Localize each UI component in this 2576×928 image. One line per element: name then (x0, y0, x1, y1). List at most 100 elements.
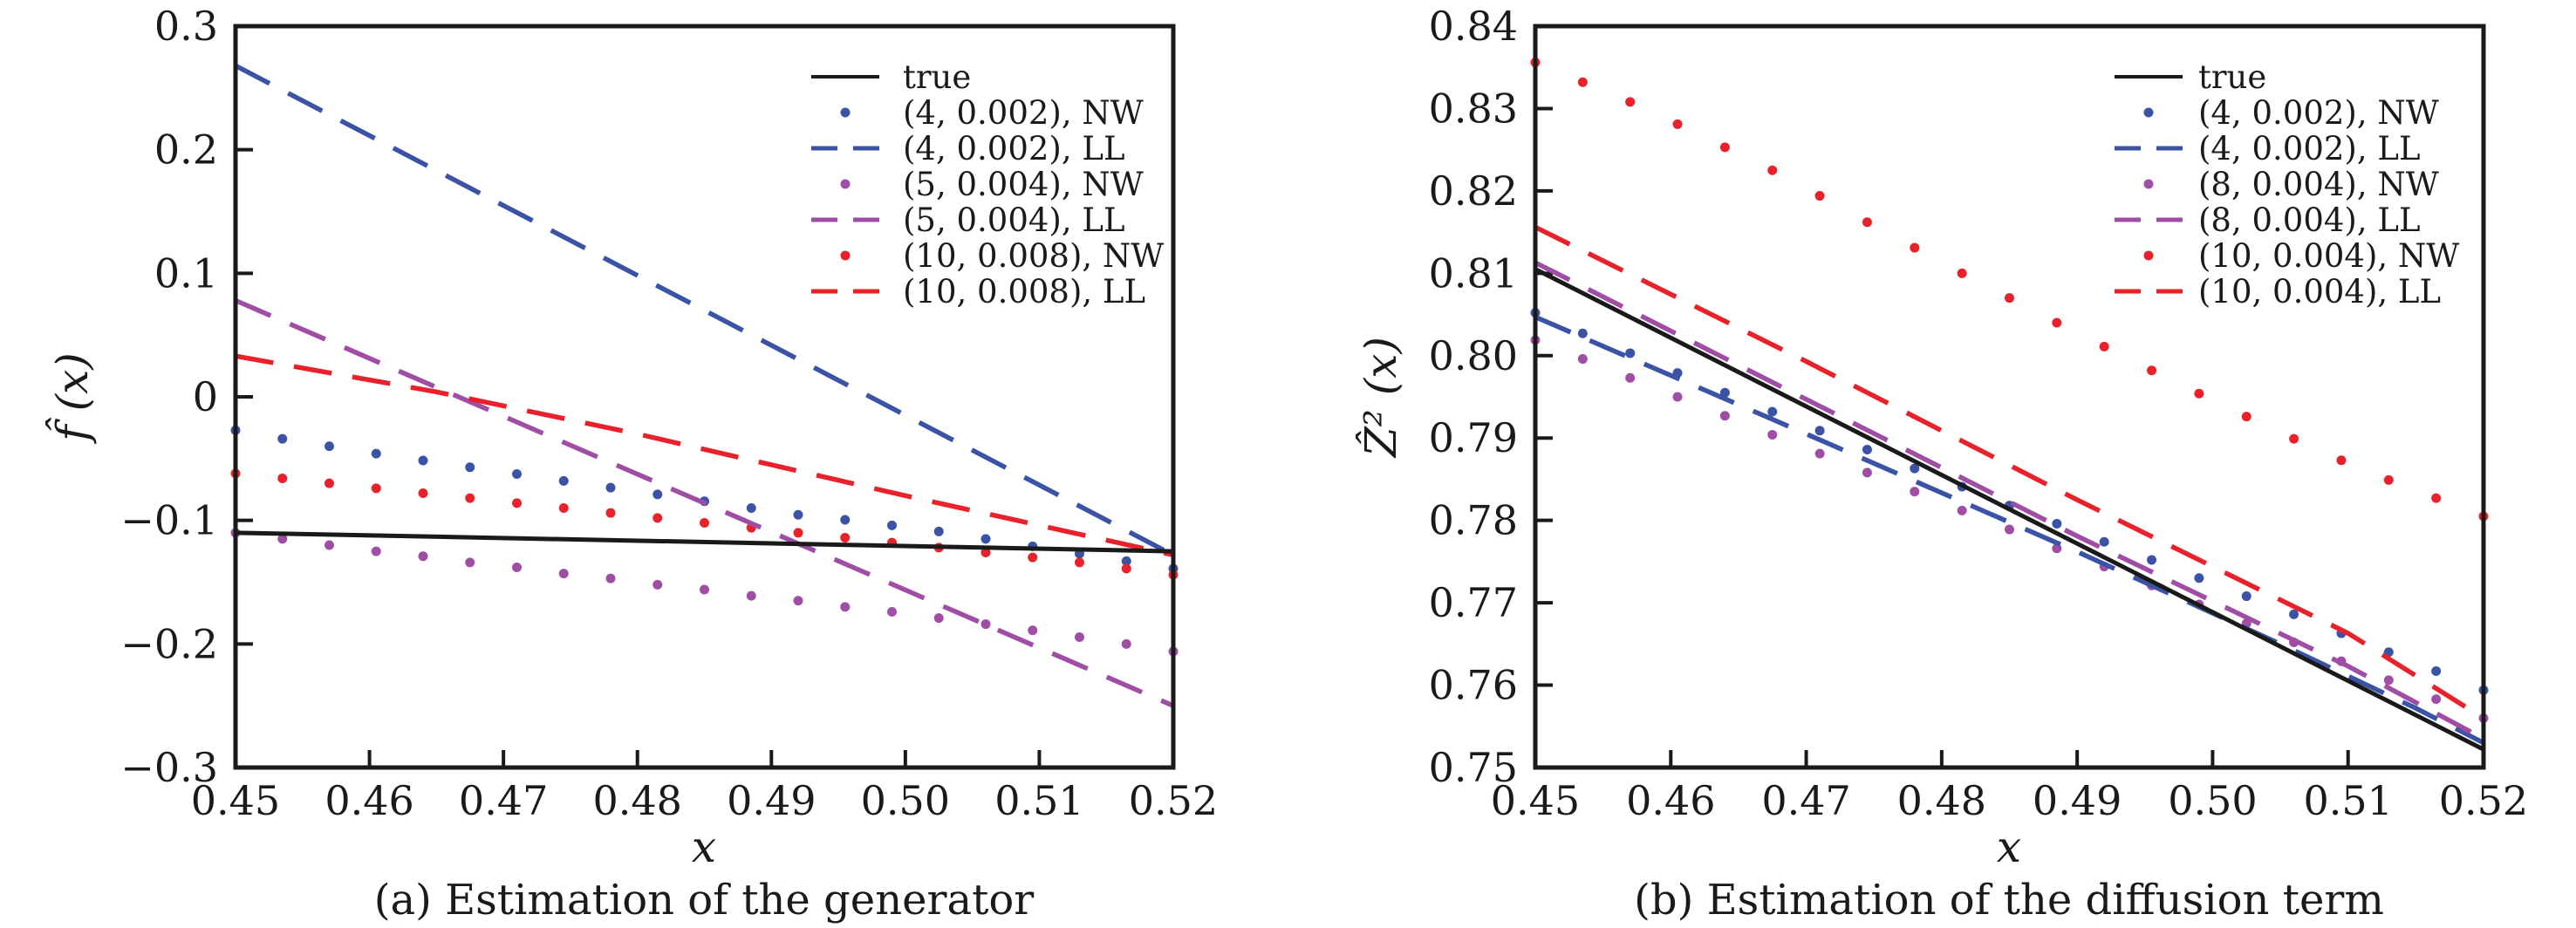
legend-label: (4, 0.002), NW (903, 94, 1144, 132)
data-point (1121, 638, 1131, 649)
data-point (746, 590, 756, 601)
data-point (1767, 406, 1778, 417)
data-point (981, 534, 991, 544)
y-tick-label: 0.2 (154, 126, 218, 174)
y-tick-label: 0.82 (1429, 167, 1518, 215)
data-point (1719, 387, 1730, 398)
data-point (2099, 536, 2109, 547)
data-point (1719, 411, 1730, 421)
data-point (1719, 142, 1730, 153)
data-point (981, 619, 991, 630)
series-line (1534, 224, 2485, 720)
series-line (235, 353, 1174, 558)
data-point (1625, 372, 1636, 383)
x-tick-label: 0.47 (459, 777, 548, 824)
x-tick-label: 0.45 (1491, 777, 1580, 824)
data-point (2194, 573, 2204, 583)
data-point (371, 483, 381, 494)
data-point (653, 489, 663, 500)
y-tick-label: 0.79 (1429, 414, 1518, 461)
data-point (1625, 348, 1636, 358)
data-point (653, 513, 663, 523)
y-tick-label: 0.75 (1429, 744, 1518, 791)
legend-label: (10, 0.004), LL (2198, 273, 2441, 310)
panel-b-xlabel: x (1997, 822, 2021, 872)
plot-border (1533, 24, 2486, 770)
data-point (418, 455, 428, 466)
x-tick-label: 0.46 (325, 777, 413, 824)
panel-a-xlabel: x (692, 822, 716, 872)
legend-label: true (2198, 58, 2266, 96)
y-tick-label: 0.77 (1429, 579, 1518, 626)
data-point (2431, 694, 2442, 705)
data-point (418, 488, 428, 498)
x-tick-label: 0.48 (1897, 777, 1986, 824)
data-point (2241, 412, 2251, 422)
x-tick-label: 0.51 (994, 777, 1083, 824)
data-point (2431, 666, 2442, 676)
data-point (1767, 165, 1778, 175)
data-point (1957, 505, 1967, 515)
series-line (1534, 267, 2485, 752)
data-point (2147, 365, 2157, 376)
data-point (325, 540, 334, 550)
data-point (1767, 429, 1778, 440)
data-point (1672, 392, 1683, 402)
x-tick-label: 0.48 (593, 777, 682, 824)
legend-marker-dot (840, 179, 851, 189)
data-point (418, 551, 428, 562)
data-point (1814, 191, 1825, 201)
y-tick-label: 0.84 (1429, 3, 1518, 50)
data-point (700, 584, 709, 595)
data-point (1814, 426, 1825, 436)
data-point (2431, 493, 2442, 503)
data-point (325, 441, 334, 452)
data-point (1028, 625, 1038, 636)
series-line (1534, 314, 2485, 746)
legend-label: (8, 0.004), LL (2198, 201, 2421, 239)
y-tick-label: −0.3 (120, 744, 218, 791)
data-point (1577, 328, 1588, 338)
legend-label: (5, 0.004), NW (903, 166, 1144, 203)
data-point (1814, 448, 1825, 459)
y-tick-label: 0.81 (1429, 249, 1518, 297)
data-point (793, 528, 803, 538)
series-line (234, 297, 1175, 708)
data-point (2289, 433, 2299, 444)
legend-label: (8, 0.004), NW (2198, 166, 2439, 203)
data-point (840, 515, 851, 525)
series-line (235, 530, 1174, 554)
y-tick-label: 0.83 (1429, 85, 1518, 132)
panel-b-ylabel: Ẑ² (x) (1355, 337, 1406, 459)
data-point (840, 602, 851, 612)
data-point (1862, 467, 1872, 478)
legend-label: (10, 0.004), NW (2198, 237, 2459, 275)
data-point (1121, 563, 1131, 574)
panel-b-diffusion-plot: 0.45 0.46 0.47 0.48 0.49 0.50 0.51 0.52 0.84 0.83… (1429, 3, 2529, 824)
series-line (1534, 260, 2485, 741)
data-point (1910, 463, 1920, 474)
data-point (277, 433, 288, 444)
legend-label: (4, 0.002), LL (2198, 130, 2421, 167)
x-tick-label: 0.50 (861, 777, 950, 824)
data-point (2005, 293, 2014, 304)
x-tick-label: 0.51 (2304, 777, 2393, 824)
panel-a-caption: (a) Estimation of the generator (374, 876, 1034, 925)
x-tick-label: 0.46 (1626, 777, 1715, 824)
x-tick-label: 0.45 (191, 777, 280, 824)
data-point (1862, 444, 1872, 454)
y-tick-label: −0.2 (120, 620, 218, 667)
data-point (277, 474, 288, 483)
data-point (512, 469, 522, 480)
data-point (1625, 97, 1636, 107)
data-point (1910, 242, 1920, 253)
data-point (605, 573, 616, 583)
data-point (605, 508, 616, 518)
data-point (1862, 217, 1872, 228)
legend-label: true (903, 58, 971, 96)
legend-label: (10, 0.008), NW (903, 237, 1164, 275)
data-point (1577, 354, 1588, 365)
x-tick-label: 0.49 (727, 777, 816, 824)
data-point (1577, 77, 1588, 87)
data-point (1910, 487, 1920, 497)
